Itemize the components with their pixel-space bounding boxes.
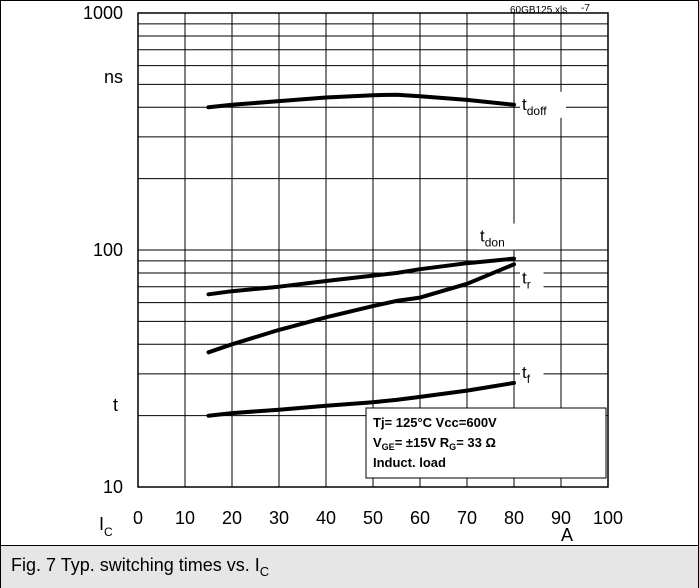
series-label-bg [520, 91, 566, 118]
conditions-box: Tj= 125°C Vcc=600V VGE= ±15V RG= 33 Ω Indu… [365, 407, 607, 479]
x-tick-label: 60 [410, 508, 430, 528]
caption-main: Fig. 7 Typ. switching times vs. I [11, 555, 260, 575]
x-axis-label: IC [99, 514, 113, 539]
condition-line: Tj= 125°C Vcc=600V [373, 415, 497, 430]
x-tick-label: 20 [222, 508, 242, 528]
series-label-bg [478, 223, 517, 250]
x-tick-label: 50 [363, 508, 383, 528]
y-tick-label: 10 [103, 477, 123, 497]
caption-subscript: C [259, 564, 270, 579]
condition-line: VGE= ±15V RG= 33 Ω [373, 435, 496, 452]
conditions-bg [365, 407, 607, 479]
x-tick-label: 100 [593, 508, 623, 528]
series-curves [206, 92, 516, 418]
switching-times-chart: 1000 100 10 ns t 0 10 20 30 40 50 60 70 80 90 100 IC A 60G… [83, 3, 623, 545]
file-label: 60GB125.xls [510, 5, 567, 16]
x-tick-label: 0 [133, 508, 143, 528]
series-line-r [206, 262, 516, 355]
tick-labels: 1000 100 10 ns t 0 10 20 30 40 50 60 70 80 90 100 IC A 60G… [83, 3, 623, 545]
series-label-don: tdon [480, 227, 505, 250]
series-line-don [206, 256, 516, 297]
page-tag: -7 [581, 3, 590, 14]
x-tick-label: 30 [269, 508, 289, 528]
plot-border [137, 12, 609, 488]
x-tick-label: 70 [457, 508, 477, 528]
series-label-bg [520, 265, 544, 292]
x-unit-label: A [561, 525, 573, 545]
series-label-doff: tdoff [522, 95, 547, 118]
x-tick-label: 90 [551, 508, 571, 528]
series-label-bg [520, 359, 544, 386]
caption-text: Fig. 7 Typ. switching times vs. IC [11, 555, 269, 579]
series-line-f [206, 380, 516, 418]
y-unit-label: ns [104, 67, 123, 87]
x-tick-label: 80 [504, 508, 524, 528]
x-tick-label: 10 [175, 508, 195, 528]
y-tick-label: 1000 [83, 3, 123, 23]
figure-caption: Fig. 7 Typ. switching times vs. IC [1, 545, 698, 588]
series-label-r: tr [522, 268, 531, 291]
x-tick-label: 40 [316, 508, 336, 528]
series-label-f: tf [522, 363, 531, 386]
condition-line: Induct. load [373, 455, 446, 470]
y-axis-label: t [113, 395, 118, 415]
series-line-doff [206, 92, 516, 110]
y-tick-label: 100 [93, 240, 123, 260]
